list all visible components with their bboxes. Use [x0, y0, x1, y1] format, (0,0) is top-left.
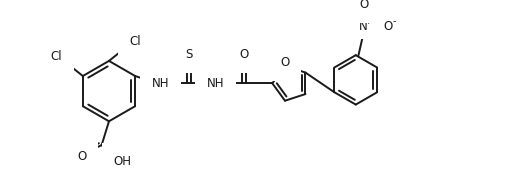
Text: Cl: Cl: [50, 50, 62, 63]
Text: +: +: [364, 17, 371, 26]
Text: O: O: [77, 150, 86, 163]
Text: NH: NH: [207, 77, 224, 90]
Text: OH: OH: [113, 155, 132, 168]
Text: O: O: [280, 56, 290, 69]
Text: S: S: [185, 48, 193, 61]
Text: O: O: [239, 48, 249, 61]
Text: Cl: Cl: [130, 35, 141, 48]
Text: -: -: [393, 16, 396, 26]
Text: NH: NH: [152, 77, 169, 90]
Text: N: N: [358, 20, 367, 33]
Text: O: O: [383, 20, 393, 33]
Text: O: O: [359, 0, 369, 11]
